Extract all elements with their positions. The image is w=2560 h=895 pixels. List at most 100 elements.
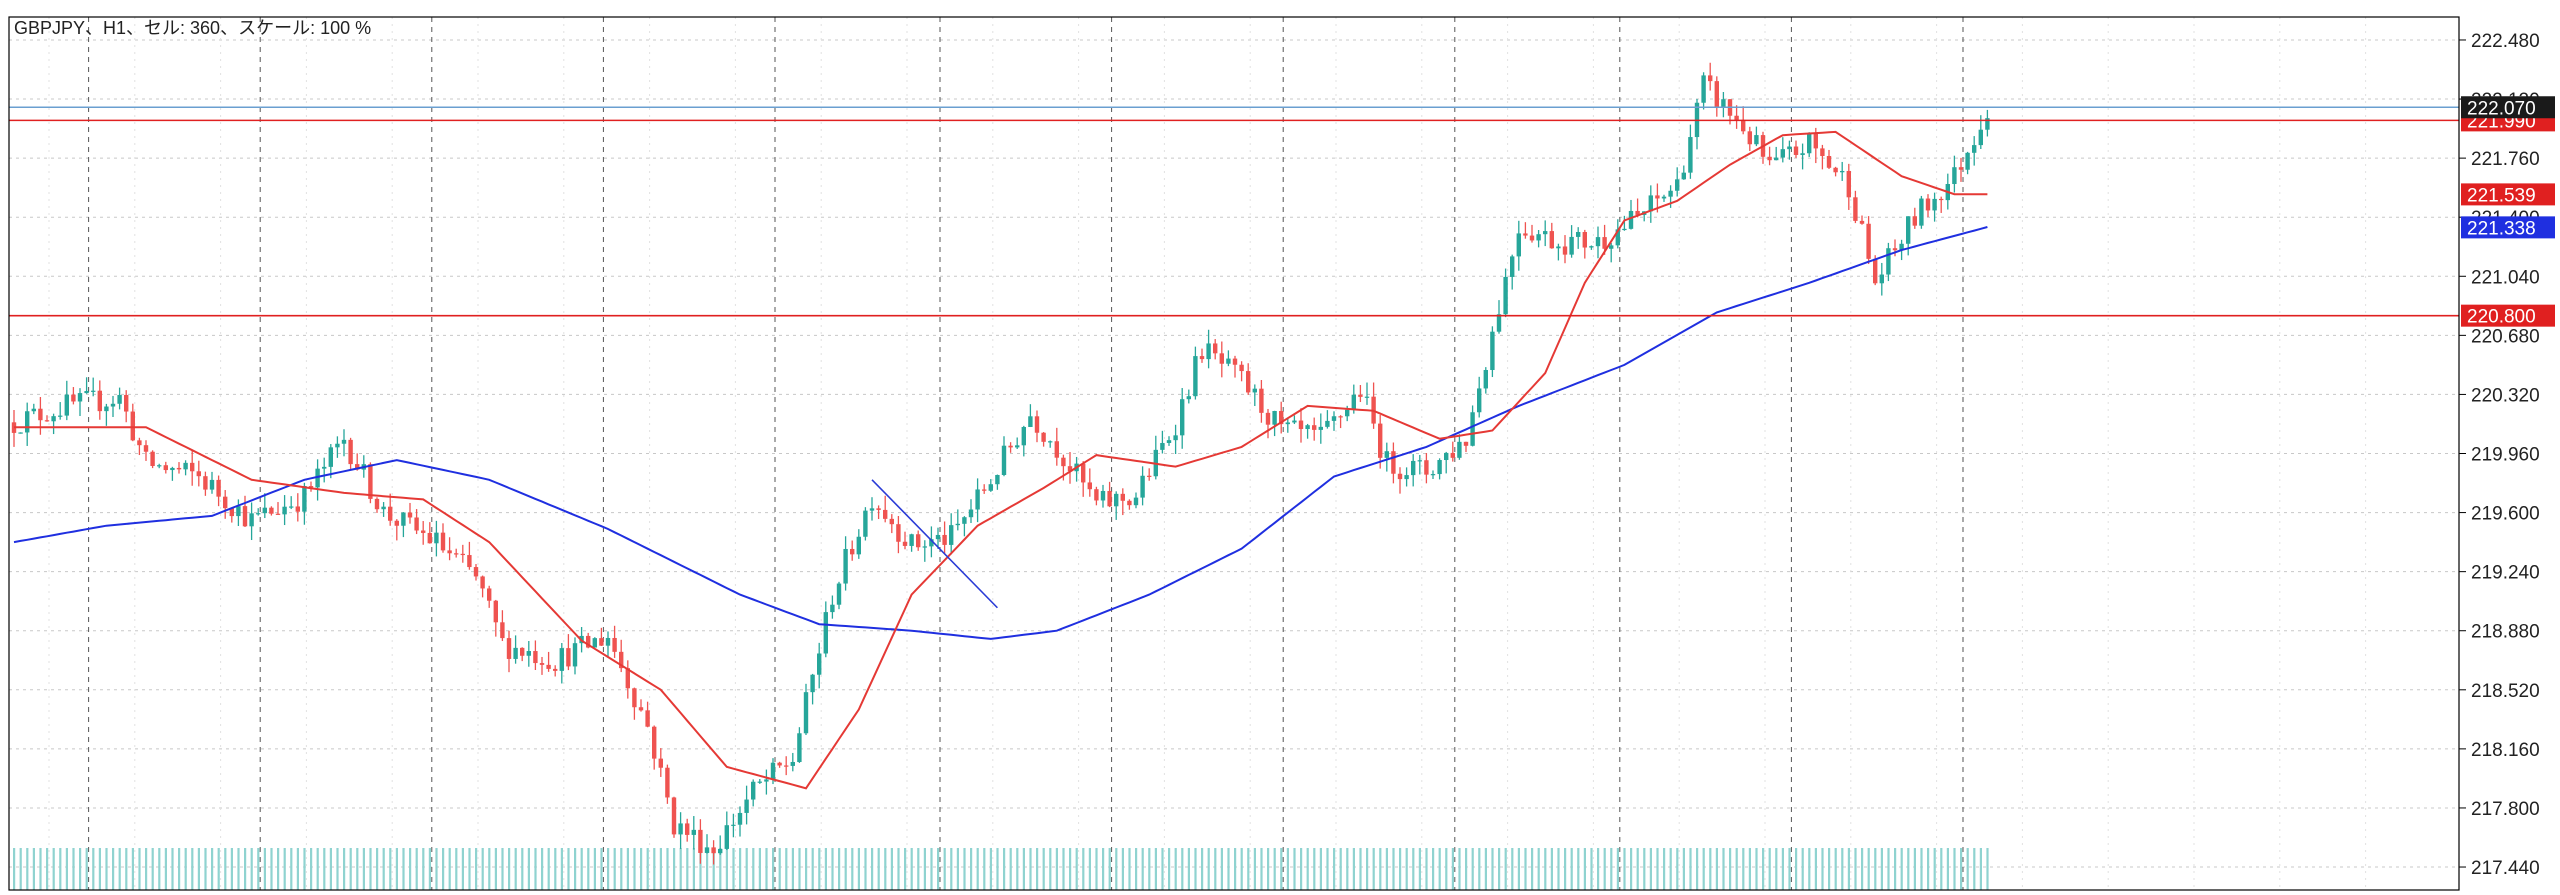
- volume-bar: [917, 848, 920, 890]
- candle-bear: [1061, 457, 1066, 467]
- plot-frame: [8, 16, 2460, 891]
- volume-bar: [1187, 848, 1190, 890]
- candle-bull: [1886, 248, 1891, 275]
- candle-bull: [526, 651, 531, 656]
- candle-bear: [1813, 133, 1818, 149]
- candle-bull: [863, 510, 868, 537]
- candle-bull: [302, 486, 307, 512]
- candle-bull: [1840, 170, 1845, 173]
- volume-bar: [1069, 848, 1072, 890]
- volume-bar: [890, 848, 893, 890]
- volume-bar: [442, 848, 445, 890]
- chart-title: GBPJPY、H1、セル: 360、スケール: 100 %: [14, 18, 371, 38]
- candle-bull: [328, 447, 333, 467]
- candle-bear: [407, 512, 413, 518]
- volume-bar: [343, 848, 346, 890]
- price-axis[interactable]: 222.480222.120221.760221.400221.040220.6…: [2459, 31, 2555, 879]
- volume-bar: [395, 848, 398, 890]
- volume-bar: [851, 848, 854, 890]
- candle-bull: [1305, 425, 1310, 430]
- volume-bar: [1775, 848, 1778, 890]
- volume-bar: [1267, 848, 1270, 890]
- volume-bar: [1504, 848, 1507, 890]
- candle-bull: [1331, 416, 1337, 421]
- ma-slow-line: [13, 226, 1988, 640]
- candle-bull: [1972, 145, 1977, 153]
- price-tag-label: 220.800: [2467, 307, 2536, 328]
- candle-bull: [830, 604, 835, 613]
- candle-bull: [381, 506, 386, 510]
- candle-bear: [1199, 356, 1205, 360]
- volume-bar: [283, 848, 286, 890]
- price-levels: [9, 106, 2459, 317]
- candle-bear: [1147, 475, 1152, 477]
- candle-bull: [1681, 172, 1686, 180]
- candle-bear: [520, 647, 525, 656]
- volume-bar: [633, 848, 636, 890]
- candle-bear: [506, 638, 512, 659]
- candle-bull: [1021, 426, 1026, 446]
- volume-bar: [1577, 848, 1580, 890]
- volume-bar: [191, 848, 194, 890]
- volume-bar: [237, 848, 240, 890]
- volume-bar: [1544, 848, 1547, 890]
- candle-bear: [586, 635, 591, 648]
- volume-bar: [640, 848, 643, 890]
- candle-bear: [566, 648, 571, 667]
- candle-bull: [25, 411, 30, 433]
- candle-bull: [236, 506, 241, 517]
- candle-bear: [295, 506, 300, 512]
- candle-bear: [665, 767, 670, 798]
- candle-bear: [671, 797, 677, 835]
- candle-bear: [1279, 410, 1284, 425]
- candle-bull: [1490, 331, 1495, 370]
- candle-bear: [632, 688, 637, 708]
- volume-bar: [1181, 848, 1184, 890]
- volume-bar: [1630, 848, 1633, 890]
- candle-bull: [823, 612, 828, 654]
- volume-bar: [659, 848, 662, 890]
- candle-bull: [1906, 216, 1911, 244]
- volume-bar: [1788, 848, 1791, 890]
- volume-bar: [719, 848, 722, 890]
- volume-bar: [1762, 848, 1765, 890]
- candle-bull: [592, 638, 597, 648]
- volume-bar: [184, 848, 187, 890]
- candle-bull: [949, 525, 954, 545]
- volume-bar: [1867, 848, 1870, 890]
- volume-bar: [963, 848, 966, 890]
- candle-bull: [1589, 246, 1594, 248]
- candle-bear: [546, 664, 551, 669]
- volume-bar: [1940, 848, 1943, 890]
- volume-bar: [798, 848, 801, 890]
- price-tag: [2461, 96, 2555, 119]
- price-tag-label: 222.070: [2467, 98, 2536, 119]
- candle-bear: [1793, 146, 1799, 155]
- volume-bar: [864, 848, 867, 890]
- volume-bar: [1682, 848, 1685, 890]
- volume-bar: [857, 848, 860, 890]
- volume-bar: [310, 848, 313, 890]
- price-tag: [2461, 183, 2555, 206]
- price-tick-label: 218.520: [2471, 681, 2540, 702]
- volume-bar: [230, 848, 233, 890]
- candle-bear: [916, 534, 921, 548]
- volume-bar: [1781, 848, 1784, 890]
- volume-bar: [468, 848, 471, 890]
- volume-bar: [1399, 848, 1402, 890]
- candle-bull: [968, 509, 974, 518]
- volume-bar: [1227, 848, 1230, 890]
- volume-bar: [1715, 848, 1718, 890]
- candle-bear: [1358, 394, 1363, 397]
- volume-bar: [125, 848, 128, 890]
- candle-bull: [751, 781, 756, 800]
- candle-bear: [1378, 423, 1383, 458]
- candle-bull: [856, 536, 861, 555]
- candle-bear: [1635, 210, 1640, 215]
- candle-bull: [790, 761, 795, 766]
- price-tag: [2461, 216, 2555, 239]
- volume-bar: [158, 848, 161, 890]
- price-tick-label: 219.240: [2471, 563, 2540, 584]
